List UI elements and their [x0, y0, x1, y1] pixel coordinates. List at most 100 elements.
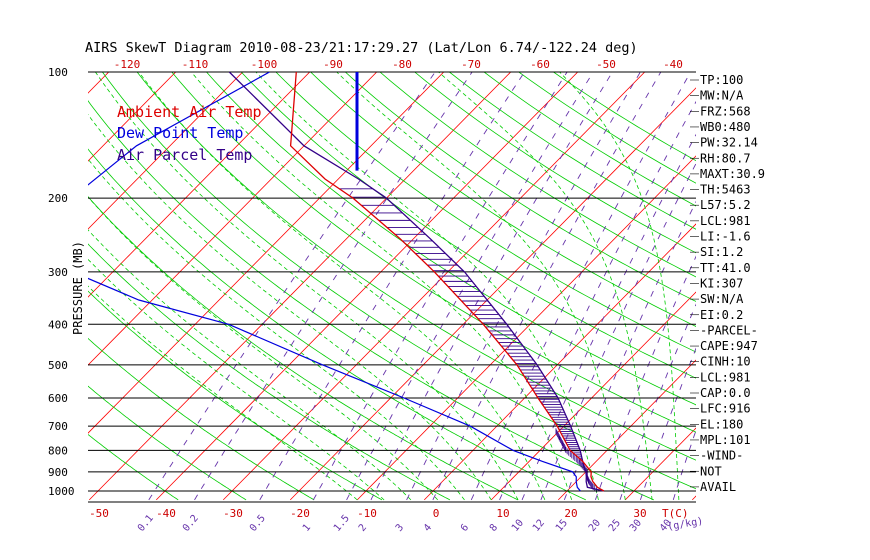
mixing-ratio-line [672, 429, 696, 501]
index-item: WB0:480 [700, 120, 751, 134]
mixing-ratio-line [148, 72, 436, 501]
pressure-tick-label: 1000 [48, 485, 75, 498]
isotherm-line [356, 155, 696, 501]
pressure-tick-label: 600 [48, 392, 68, 405]
index-item: NOT [700, 464, 722, 478]
moist-adiabat [437, 72, 653, 500]
moist-adiabat [88, 229, 412, 501]
mixing-ratio-label: 20 [587, 518, 603, 534]
index-item: L57:5.2 [700, 198, 751, 212]
isotherm-line [759, 63, 870, 500]
index-item: LFC:916 [700, 402, 751, 416]
isotherm-line [88, 72, 110, 94]
mixing-ratio-label: 2 [357, 522, 369, 534]
mixing-ratio-line [406, 72, 641, 501]
index-item: LI:-1.6 [700, 230, 751, 244]
mixing-ratio-line [594, 255, 696, 501]
isotherm-line [88, 72, 244, 230]
moist-adiabat [559, 72, 680, 500]
bottom-temp-tick: -10 [357, 507, 377, 520]
dry-adiabat [101, 72, 696, 490]
index-item: PW:32.14 [700, 136, 758, 150]
isobars [88, 71, 696, 503]
bottom-temp-tick: 10 [496, 507, 509, 520]
pressure-tick-label: 800 [48, 444, 68, 457]
dry-adiabat [88, 148, 586, 501]
index-item: RH:80.7 [700, 151, 751, 165]
index-item: FRZ:568 [700, 104, 751, 118]
pressure-tick-label: 200 [48, 192, 68, 205]
index-item: KI:307 [700, 276, 743, 290]
index-item: MAXT:30.9 [700, 167, 765, 181]
top-temp-tick: -80 [392, 58, 412, 71]
mixing-ratio-line [432, 72, 662, 501]
dry-adiabat [171, 72, 696, 433]
moist-adiabat [255, 72, 599, 501]
index-item: -WIND- [700, 449, 743, 463]
isotherm-line [155, 72, 579, 501]
dry-adiabat [275, 72, 696, 353]
isotherm-line [88, 72, 177, 162]
moist-adiabat [336, 72, 626, 500]
moist-adiabat [88, 196, 438, 501]
moist-adiabat [88, 158, 465, 501]
mixing-ratio-label: 8 [488, 522, 500, 534]
legend: Ambient Air Temp Dew Point Temp Air Parc… [117, 103, 262, 164]
mixing-ratio-line [312, 72, 568, 501]
mixing-ratio-label: 6 [459, 522, 471, 534]
pressure-tick-label: 300 [48, 266, 68, 279]
dry-adiabat [240, 72, 696, 379]
mixing-ratio-label: 30 [628, 518, 644, 534]
chart-title: AIRS SkewT Diagram 2010-08-23/21:17:29.2… [85, 40, 638, 56]
dry-adiabat [379, 72, 696, 278]
ambient-line [289, 72, 605, 492]
mixing-ratio-line [639, 347, 696, 501]
pressure-tick-label: 500 [48, 359, 68, 372]
moist-adiabat [190, 72, 573, 501]
isotherm-line [0, 63, 51, 500]
index-item: EI:0.2 [700, 308, 743, 322]
bottom-temp-tick: -40 [156, 507, 176, 520]
pressure-tick-label: 900 [48, 466, 68, 479]
mixing-ratio-label: 3 [394, 522, 406, 534]
mixing-ratio-line [619, 303, 696, 501]
mixing-ratio-line [521, 133, 696, 501]
dry-adiabat [88, 100, 654, 501]
index-item: TH:5463 [700, 183, 751, 197]
dry-adiabat [344, 72, 696, 302]
isotherm-line [88, 72, 512, 501]
mixing-ratio-line [563, 200, 696, 501]
index-item: TT:41.0 [700, 261, 751, 275]
dry-adiabat [88, 385, 247, 501]
index-item: TP:100 [700, 73, 743, 87]
dry-adiabat [88, 433, 179, 501]
mixing-ratio-label: 25 [607, 518, 623, 534]
top-temp-tick: -90 [323, 58, 343, 71]
top-temp-tick: -70 [461, 58, 481, 71]
index-item: CAPE:947 [700, 339, 758, 353]
bottom-temp-tick: -20 [290, 507, 310, 520]
mixing-ratio-line [194, 72, 473, 501]
isotherm-line [490, 291, 696, 501]
index-item: CAP:0.0 [700, 386, 751, 400]
dewpoint-line [88, 72, 581, 492]
index-item: CINH:10 [700, 355, 751, 369]
bottom-temp-tick: 30 [633, 507, 646, 520]
moist-adiabat [88, 285, 358, 501]
isotherm-line [289, 87, 696, 501]
grid-lines [0, 63, 870, 501]
mixing-ratio-label: 4 [422, 522, 434, 534]
top-temp-tick: -60 [530, 58, 550, 71]
top-temp-tick: -100 [251, 58, 278, 71]
dry-adiabat [88, 290, 383, 501]
cape-hatching [339, 188, 598, 493]
pressure-tick-label: 400 [48, 318, 68, 331]
moist-adiabat [88, 113, 492, 501]
isotherm-line [88, 72, 311, 298]
mixing-ratio-line [540, 162, 696, 501]
isotherm-line [88, 72, 378, 366]
dry-adiabat [88, 337, 315, 501]
legend-parcel: Air Parcel Temp [117, 146, 252, 164]
